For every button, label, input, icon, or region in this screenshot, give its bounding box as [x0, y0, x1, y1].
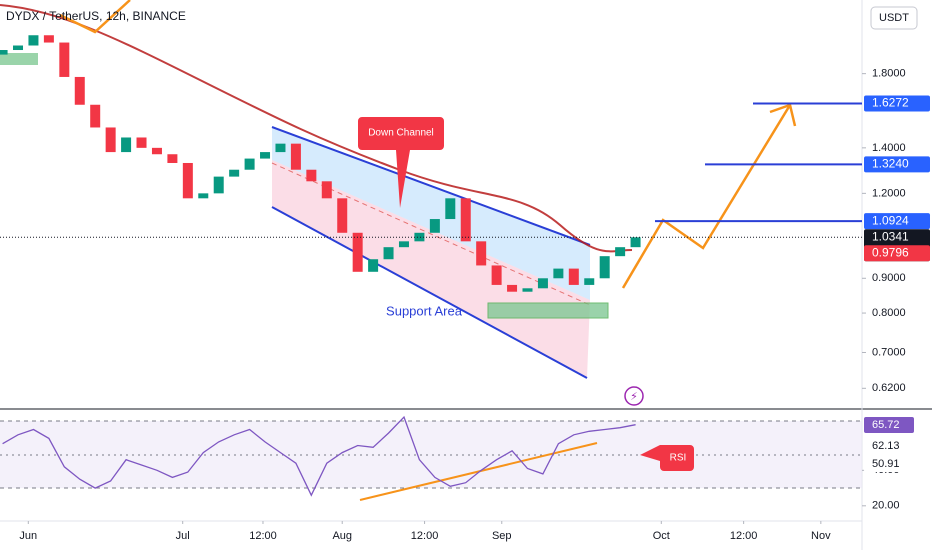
y-tick-label: 1.4000 [872, 142, 906, 154]
candle-body [182, 162, 193, 199]
candle-body [90, 104, 101, 128]
ma-badge [864, 245, 930, 262]
rsi-band [0, 421, 862, 488]
candle-body [13, 45, 24, 51]
candle-body [260, 152, 271, 159]
candle-body [290, 143, 301, 170]
x-tick-label: Jul [176, 530, 190, 542]
level-badge [864, 213, 930, 230]
support-box-left [0, 53, 38, 65]
candles [0, 35, 641, 292]
candle-body [615, 247, 626, 257]
y-tick-label: 0.9000 [872, 272, 906, 284]
y-tick-label: 0.8000 [872, 307, 906, 319]
rsi-callout [640, 445, 694, 471]
candle-body [167, 154, 178, 163]
candle-body [352, 232, 363, 272]
level-label: 1.0924 [872, 213, 909, 227]
annotation: Support Area [386, 303, 463, 318]
x-tick-label: 12:00 [249, 530, 277, 542]
candle-body [59, 42, 70, 77]
candle-body [537, 278, 548, 289]
event-icon[interactable] [624, 386, 644, 406]
x-tick-label: Sep [492, 530, 512, 542]
level-label: 1.6272 [872, 96, 909, 110]
projection-arrowhead [769, 103, 797, 127]
x-tick-label: Jun [19, 530, 37, 542]
candle-body [136, 137, 147, 148]
candle-body [0, 50, 8, 55]
x-tick-label: Aug [332, 530, 352, 542]
candle-body [599, 256, 610, 279]
candle-body [568, 268, 579, 285]
chart-title: DYDX / TetherUS, 12h, BINANCE [6, 9, 186, 23]
candle-body [429, 219, 440, 233]
last-price-label: 1.0341 [872, 229, 909, 243]
callout [358, 117, 444, 208]
candle-body [491, 265, 502, 285]
candle-body [522, 288, 533, 292]
event-icon-glyph: ⚡ [630, 391, 638, 403]
rsi-trendline [359, 442, 598, 501]
level-badge [864, 156, 930, 173]
candle-body [74, 76, 85, 105]
candle-body [414, 232, 425, 242]
candle-body [275, 143, 286, 153]
x-tick-label: Oct [653, 530, 670, 542]
currency: USDT [879, 12, 909, 24]
candle-body [383, 247, 394, 260]
candle-body [553, 268, 564, 279]
projection-path [621, 104, 792, 289]
candle-body [321, 181, 332, 199]
channel-upper [271, 126, 591, 246]
channel-upper-fill [272, 127, 590, 300]
moving-average [0, 4, 633, 253]
currency-button[interactable] [870, 6, 918, 30]
candle-body [105, 127, 116, 153]
candle-body [337, 198, 348, 233]
y-tick-label: 0.7000 [872, 346, 906, 358]
candle-body [476, 241, 487, 266]
rsi-badge [864, 456, 914, 472]
candle-body [507, 284, 518, 292]
rsi-badge-label: 65.72 [872, 419, 900, 431]
y-tick-label: 1.8000 [872, 68, 906, 80]
x-tick-label: 12:00 [730, 530, 758, 542]
candle-body [630, 237, 641, 248]
level-label: 1.3240 [872, 156, 909, 170]
x-tick-label: 12:00 [411, 530, 439, 542]
rsi-line [2, 415, 636, 497]
level-badge [864, 95, 930, 112]
y-tick-label: 0.6200 [872, 382, 906, 394]
candle-body [213, 176, 224, 194]
candle-body [121, 137, 132, 153]
projection-old [59, 0, 131, 34]
candle-body [198, 193, 209, 199]
candle-body [229, 169, 240, 177]
rsi-label: RSI [670, 453, 687, 464]
x-tick-label: Nov [811, 530, 831, 542]
rsi-badge-label: 50.91 [872, 458, 900, 470]
channel-lower [271, 206, 588, 379]
rsi-badge [864, 438, 914, 454]
y-tick-label: 1.2000 [872, 187, 906, 199]
candle-body [151, 147, 162, 155]
support-box [487, 302, 609, 319]
candle-body [445, 198, 456, 220]
annotation: Down Channel [368, 128, 434, 139]
candle-body [244, 158, 255, 170]
candle-body [398, 241, 409, 248]
ma-label: 0.9796 [872, 245, 909, 259]
candle-body [28, 35, 39, 46]
rsi-tick-label: 20.00 [872, 500, 900, 512]
rsi-badge-label: 62.13 [872, 440, 900, 452]
candle-body [306, 169, 317, 182]
candle-body [43, 35, 54, 43]
channel-lower-fill [272, 160, 590, 378]
candle-body [460, 198, 471, 242]
rsi-badge [864, 417, 914, 433]
candle-body [584, 278, 595, 285]
candle-body [368, 259, 379, 272]
